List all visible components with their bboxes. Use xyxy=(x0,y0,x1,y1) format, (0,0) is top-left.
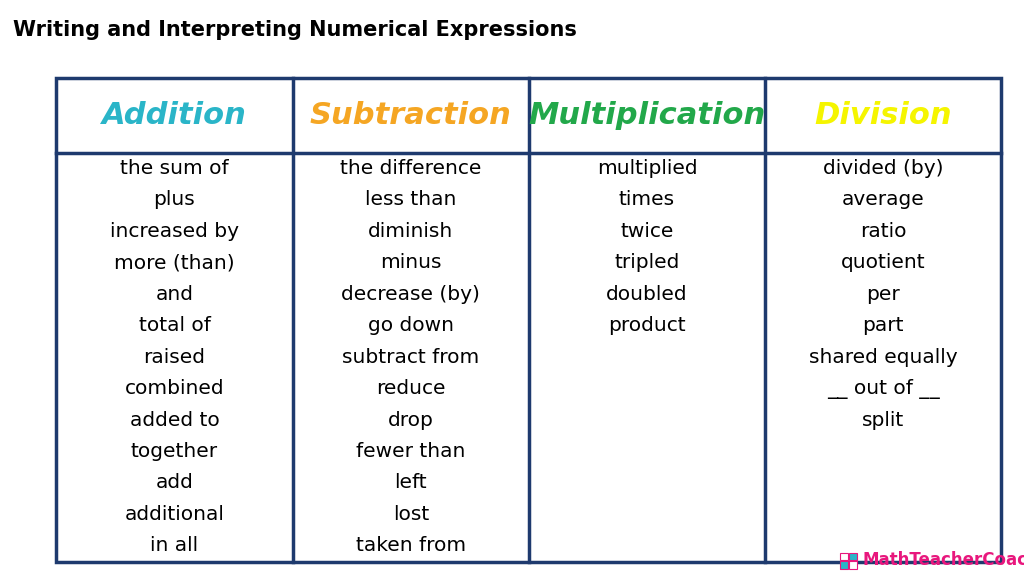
Text: average: average xyxy=(842,190,925,209)
Text: Subtraction: Subtraction xyxy=(310,101,512,130)
Bar xyxy=(849,561,857,569)
Text: divided (by): divided (by) xyxy=(823,159,943,178)
Text: __ out of __: __ out of __ xyxy=(827,378,940,399)
Text: left: left xyxy=(394,473,427,492)
Text: quotient: quotient xyxy=(841,253,926,272)
Text: ratio: ratio xyxy=(860,222,906,241)
Text: plus: plus xyxy=(154,190,196,209)
Text: Division: Division xyxy=(814,101,952,130)
Text: lost: lost xyxy=(392,505,429,524)
Text: split: split xyxy=(862,411,904,430)
Text: times: times xyxy=(618,190,675,209)
Text: minus: minus xyxy=(380,253,441,272)
Text: Addition: Addition xyxy=(102,101,247,130)
Text: doubled: doubled xyxy=(606,285,688,304)
Text: product: product xyxy=(608,316,686,335)
Text: more (than): more (than) xyxy=(114,253,234,272)
Text: go down: go down xyxy=(368,316,454,335)
Text: the sum of: the sum of xyxy=(120,159,228,178)
Bar xyxy=(56,78,1001,562)
Text: less than: less than xyxy=(366,190,457,209)
Text: in all: in all xyxy=(151,536,199,555)
Text: increased by: increased by xyxy=(110,222,239,241)
Text: combined: combined xyxy=(125,379,224,398)
Bar xyxy=(840,553,848,560)
Text: the difference: the difference xyxy=(340,159,481,178)
Text: and: and xyxy=(156,285,194,304)
Text: MathTeacherCoach.com: MathTeacherCoach.com xyxy=(862,551,1024,570)
Text: shared equally: shared equally xyxy=(809,348,957,366)
Text: taken from: taken from xyxy=(355,536,466,555)
Bar xyxy=(849,553,857,560)
Text: drop: drop xyxy=(388,411,434,430)
Text: add: add xyxy=(156,473,194,492)
Text: raised: raised xyxy=(143,348,206,366)
Text: part: part xyxy=(862,316,904,335)
Text: added to: added to xyxy=(130,411,219,430)
Bar xyxy=(840,561,848,569)
Text: diminish: diminish xyxy=(368,222,454,241)
Text: decrease (by): decrease (by) xyxy=(341,285,480,304)
Text: Multiplication: Multiplication xyxy=(528,101,766,130)
Text: per: per xyxy=(866,285,900,304)
Text: additional: additional xyxy=(125,505,224,524)
Text: total of: total of xyxy=(138,316,210,335)
Text: together: together xyxy=(131,442,218,461)
Text: tripled: tripled xyxy=(614,253,680,272)
Text: fewer than: fewer than xyxy=(356,442,466,461)
Text: subtract from: subtract from xyxy=(342,348,479,366)
Text: reduce: reduce xyxy=(376,379,445,398)
Text: multiplied: multiplied xyxy=(597,159,697,178)
Text: twice: twice xyxy=(621,222,674,241)
Text: Writing and Interpreting Numerical Expressions: Writing and Interpreting Numerical Expre… xyxy=(13,20,578,40)
